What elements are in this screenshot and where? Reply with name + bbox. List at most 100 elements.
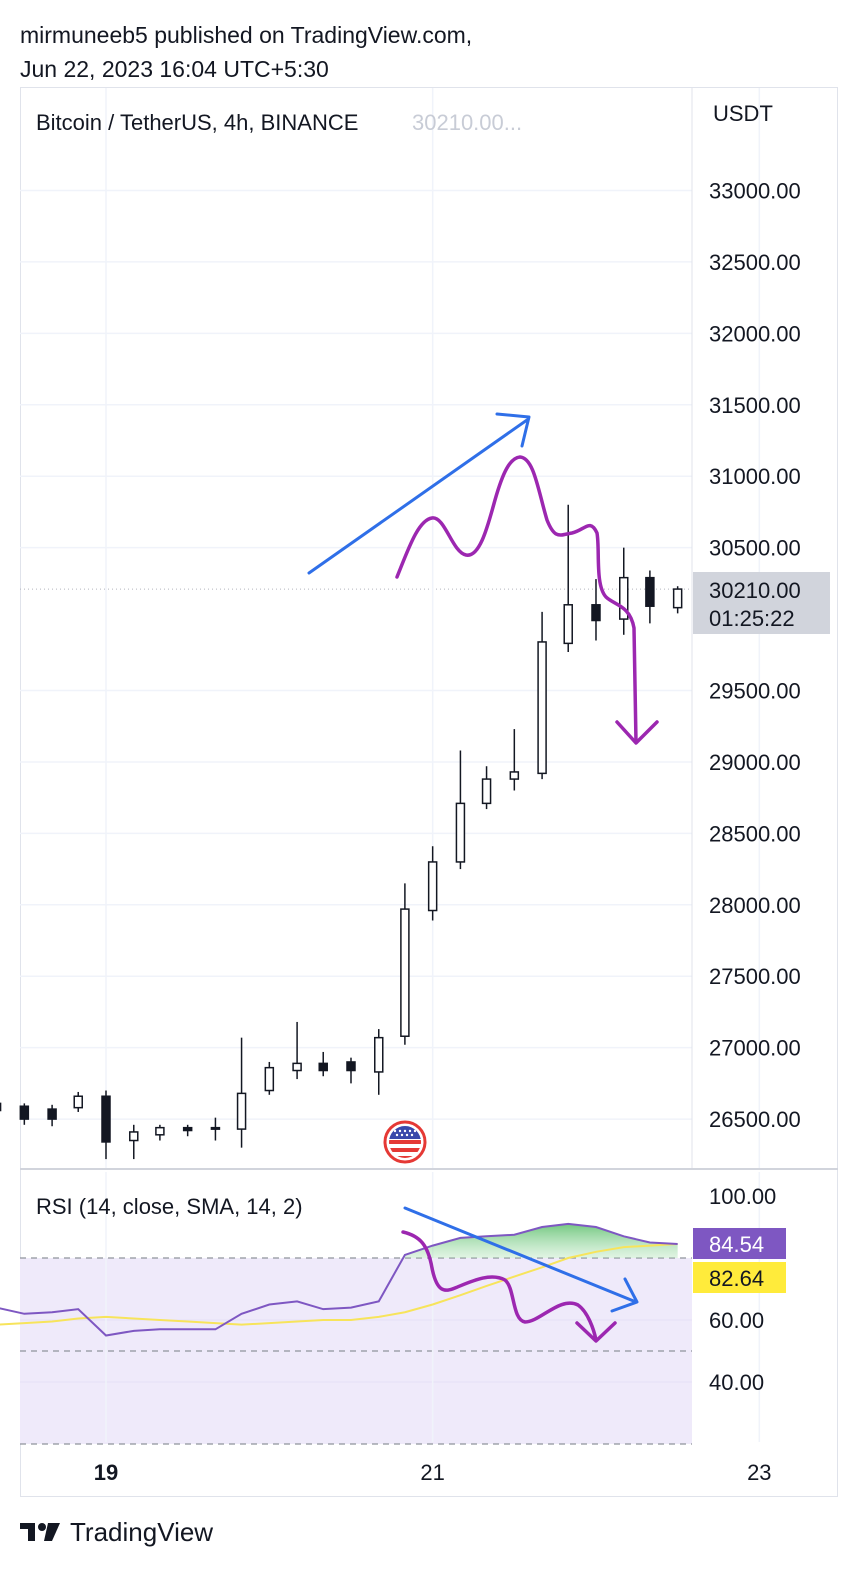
- drawings-main: [307, 412, 659, 745]
- candle: [427, 846, 438, 921]
- candle: [19, 1103, 30, 1125]
- rsi-sma-line: [0, 1243, 678, 1326]
- purple-down-arrowhead: [615, 720, 659, 745]
- candle-body: [509, 771, 520, 780]
- price-tick-label: 32500.00: [709, 250, 801, 275]
- candle: [210, 1117, 221, 1141]
- price-tick-label: 31500.00: [709, 393, 801, 418]
- candle-body: [374, 1036, 384, 1073]
- candle: [563, 504, 573, 652]
- time-axis: 19212326: [94, 1460, 772, 1485]
- rsi-value: 84.54: [709, 1232, 764, 1257]
- candle-body: [427, 861, 438, 912]
- rsi-value-badge: 84.54: [693, 1228, 786, 1259]
- candle-body: [264, 1066, 275, 1092]
- price-faded: 30210.00...: [412, 110, 522, 135]
- candle-body: [563, 604, 573, 645]
- rsi-tick-label: 40.00: [709, 1370, 764, 1395]
- chart-frame: [20, 87, 838, 1497]
- price-tick-label: 28500.00: [709, 821, 801, 846]
- candle: [455, 750, 466, 870]
- blue-down-arrow: [403, 1206, 639, 1313]
- footer[interactable]: TradingView: [20, 1516, 213, 1548]
- rsi-band-layer: [20, 1257, 692, 1445]
- price-tick-label: 27000.00: [709, 1036, 801, 1061]
- rsi-lines: [0, 1222, 678, 1337]
- purple-forecast-path: [395, 455, 638, 744]
- price-tick-label: 29000.00: [709, 750, 801, 775]
- rsi-line: [0, 1222, 678, 1337]
- rsi-title[interactable]: RSI (14, close, SMA, 14, 2): [36, 1194, 303, 1219]
- us-flag-icon[interactable]: [383, 1120, 427, 1164]
- publisher-line: mirmuneeb5 published on TradingView.com,: [20, 22, 473, 48]
- symbol-title[interactable]: Bitcoin / TetherUS, 4h, BINANCE: [36, 110, 358, 135]
- drawings-rsi: [401, 1206, 639, 1343]
- candle-body: [182, 1126, 193, 1132]
- candle-body: [672, 588, 683, 609]
- candle-body: [318, 1062, 328, 1072]
- candle: [672, 586, 683, 614]
- rsi-tick-label: 100.00: [709, 1184, 776, 1209]
- tradingview-logo-icon: [20, 1523, 60, 1541]
- candle-body: [537, 641, 547, 775]
- candle: [591, 579, 601, 641]
- candle: [619, 547, 629, 635]
- price-tick-label: 28000.00: [709, 893, 801, 918]
- candle: [264, 1061, 275, 1095]
- candle: [481, 766, 492, 810]
- price-tick-label: 32000.00: [709, 321, 801, 346]
- candle: [129, 1124, 139, 1160]
- candle: [537, 611, 547, 780]
- candle: [182, 1124, 193, 1137]
- candle-body: [455, 802, 466, 863]
- candle-body: [129, 1131, 139, 1142]
- candle-body: [210, 1126, 221, 1130]
- candle: [509, 729, 520, 791]
- candle: [73, 1091, 83, 1112]
- candle: [346, 1057, 356, 1084]
- candles: [0, 504, 683, 1160]
- candle-body: [47, 1108, 57, 1120]
- candle: [400, 883, 410, 1045]
- candle-body: [292, 1062, 302, 1072]
- candle: [292, 1021, 302, 1080]
- candle: [318, 1051, 328, 1077]
- candle-body: [346, 1061, 356, 1072]
- time-tick-label: 21: [420, 1460, 444, 1485]
- price-tick-label: 26500.00: [709, 1107, 801, 1132]
- purple-rsi-forecast: [401, 1230, 617, 1343]
- candle-body: [645, 576, 655, 607]
- candle: [374, 1029, 384, 1095]
- currency-label: USDT: [713, 101, 773, 126]
- blue-up-arrow: [307, 412, 531, 575]
- price-tick-label: 30500.00: [709, 536, 801, 561]
- candle-body: [73, 1095, 83, 1109]
- candle-body: [101, 1095, 111, 1143]
- candle-body: [19, 1105, 30, 1120]
- candle-body: [619, 576, 629, 620]
- candle-body: [0, 1102, 2, 1112]
- rsi-overbought-fill: [403, 1223, 678, 1258]
- publish-date: Jun 22, 2023 16:04 UTC+5:30: [20, 56, 329, 82]
- candle: [47, 1104, 57, 1127]
- price-tick-label: 33000.00: [709, 179, 801, 204]
- candle-body: [155, 1126, 165, 1136]
- candle: [101, 1090, 111, 1160]
- candle: [0, 1102, 2, 1112]
- time-tick-label: 19: [94, 1460, 118, 1485]
- time-tick-label: 23: [747, 1460, 771, 1485]
- rsi-tick-label: 60.00: [709, 1308, 764, 1333]
- price-axis: 33000.00 32500.00 32000.00 31500.00 31000.00…: [709, 179, 801, 1133]
- candle-body: [236, 1092, 247, 1130]
- candle: [236, 1037, 247, 1148]
- candle: [645, 570, 655, 624]
- last-price-badge: 30210.00 01:25:22: [693, 572, 830, 634]
- grid-layer: [20, 88, 761, 1442]
- footer-brand: TradingView: [70, 1516, 214, 1547]
- rsi-sma-badge: 82.64: [693, 1262, 786, 1293]
- rsi-axis: 100.00 60.00 40.00: [709, 1184, 776, 1395]
- candle-body: [481, 778, 492, 805]
- price-tick-label: 29500.00: [709, 679, 801, 704]
- candle: [155, 1124, 165, 1141]
